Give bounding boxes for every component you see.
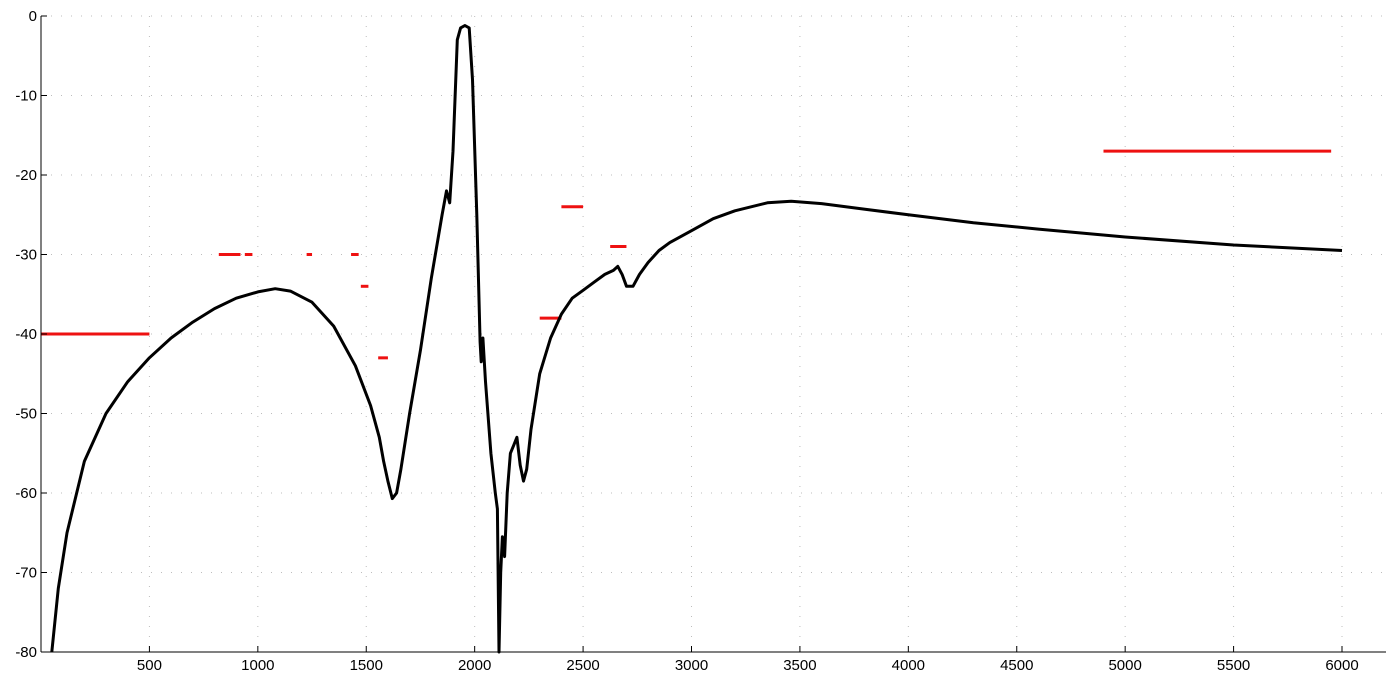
y-tick-label: -40 (15, 326, 37, 343)
y-tick-label: -70 (15, 565, 37, 582)
response-curve (50, 24, 1343, 654)
y-tick-label: -50 (15, 406, 37, 423)
y-tick-label: -60 (15, 485, 37, 502)
grid-lines (41, 15, 1386, 653)
tick-labels: 0 -10 -20 -30 -40 -50 -60 -70 -80 500 1000 1500 2000… (15, 8, 1358, 674)
y-tick-label: -30 (15, 247, 37, 264)
x-tick-label: 500 (137, 657, 162, 674)
x-tick-label: 2500 (566, 657, 599, 674)
x-tick-label: 2000 (458, 657, 491, 674)
y-tick-label: -20 (15, 167, 37, 184)
x-tick-label: 1500 (350, 657, 383, 674)
x-tick-label: 4500 (1000, 657, 1033, 674)
x-tick-label: 5000 (1108, 657, 1141, 674)
x-tick-label: 3000 (675, 657, 708, 674)
x-tick-label: 1000 (241, 657, 274, 674)
x-tick-label: 5500 (1217, 657, 1250, 674)
axes (40, 15, 1386, 653)
y-tick-label: -80 (15, 644, 37, 661)
y-tick-label: -10 (15, 88, 37, 105)
x-tick-label: 4000 (892, 657, 925, 674)
red-limit-lines (41, 149, 1332, 360)
x-tick-label: 6000 (1325, 657, 1358, 674)
x-tick-label: 3500 (783, 657, 816, 674)
y-tick-label: 0 (29, 8, 37, 25)
